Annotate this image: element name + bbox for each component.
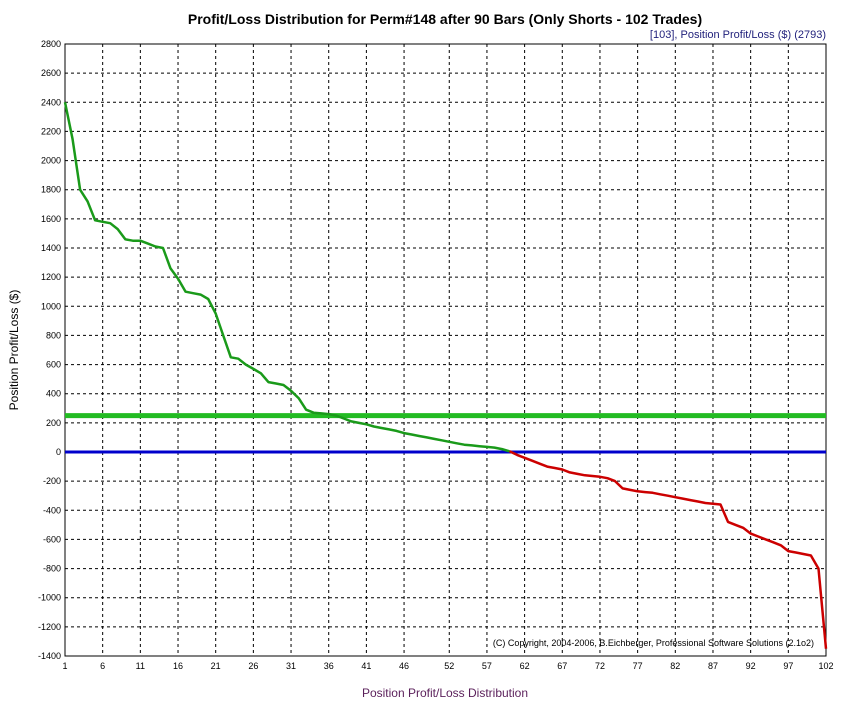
y-tick-label: 1400 (41, 243, 61, 253)
y-tick-label: 200 (46, 418, 61, 428)
y-axis-label: Position Profit/Loss ($) (7, 290, 21, 411)
x-tick-label: 77 (633, 661, 643, 671)
copyright-text: (C) Copyright, 2004-2006, B.Eichberger, … (493, 638, 814, 648)
y-tick-labels: 2800260024002200200018001600140012001000… (38, 39, 61, 661)
x-tick-label: 16 (173, 661, 183, 671)
loss-series-line (508, 450, 828, 649)
x-tick-labels: 1 6 11 16 21 26 31 36 41 46 52 57 62 67 72 77 82 87 92 97 10… (62, 661, 833, 671)
y-tick-label: -1400 (38, 651, 61, 661)
x-tick-label: 62 (520, 661, 530, 671)
y-tick-label: 1200 (41, 272, 61, 282)
y-tick-label: -800 (43, 564, 61, 574)
y-tick-label: 2600 (41, 68, 61, 78)
chart-legend: [103], Position Profit/Loss ($) (2793) (650, 29, 826, 41)
x-tick-label: 26 (248, 661, 258, 671)
x-tick-label: 82 (670, 661, 680, 671)
x-tick-label: 92 (746, 661, 756, 671)
y-tick-label: 600 (46, 360, 61, 370)
x-tick-label: 102 (818, 661, 833, 671)
x-tick-label: 36 (324, 661, 334, 671)
y-tick-label: -1200 (38, 622, 61, 632)
y-tick-label: 2200 (41, 126, 61, 136)
x-tick-label: 11 (136, 661, 145, 671)
x-axis-label: Position Profit/Loss Distribution (362, 686, 528, 700)
x-tick-label: 72 (595, 661, 605, 671)
y-tick-label: 1600 (41, 214, 61, 224)
x-tick-label: 1 (62, 661, 67, 671)
x-tick-label: 31 (286, 661, 296, 671)
plot-frame (64, 43, 827, 657)
y-tick-label: 2000 (41, 156, 61, 166)
x-tick-label: 21 (211, 661, 221, 671)
y-tick-label: -200 (43, 476, 61, 486)
x-tick-label: 57 (482, 661, 492, 671)
y-tick-label: 2400 (41, 97, 61, 107)
x-tick-label: 46 (399, 661, 409, 671)
y-tick-label: 1800 (41, 185, 61, 195)
x-tick-label: 87 (708, 661, 718, 671)
x-tick-label: 52 (444, 661, 454, 671)
y-tick-label: -1000 (38, 593, 61, 603)
y-tick-label: 0 (56, 447, 61, 457)
x-tick-label: 67 (557, 661, 567, 671)
y-tick-label: 800 (46, 330, 61, 340)
x-tick-label: 97 (783, 661, 793, 671)
y-tick-label: -600 (43, 534, 61, 544)
x-tick-label: 41 (361, 661, 371, 671)
x-tick-label: 6 (100, 661, 105, 671)
y-tick-label: 400 (46, 389, 61, 399)
chart-title: Profit/Loss Distribution for Perm#148 af… (188, 11, 702, 27)
y-tick-label: -400 (43, 505, 61, 515)
y-tick-label: 2800 (41, 39, 61, 49)
profit-series-line (63, 102, 510, 453)
grid (64, 43, 827, 657)
y-tick-label: 1000 (41, 301, 61, 311)
